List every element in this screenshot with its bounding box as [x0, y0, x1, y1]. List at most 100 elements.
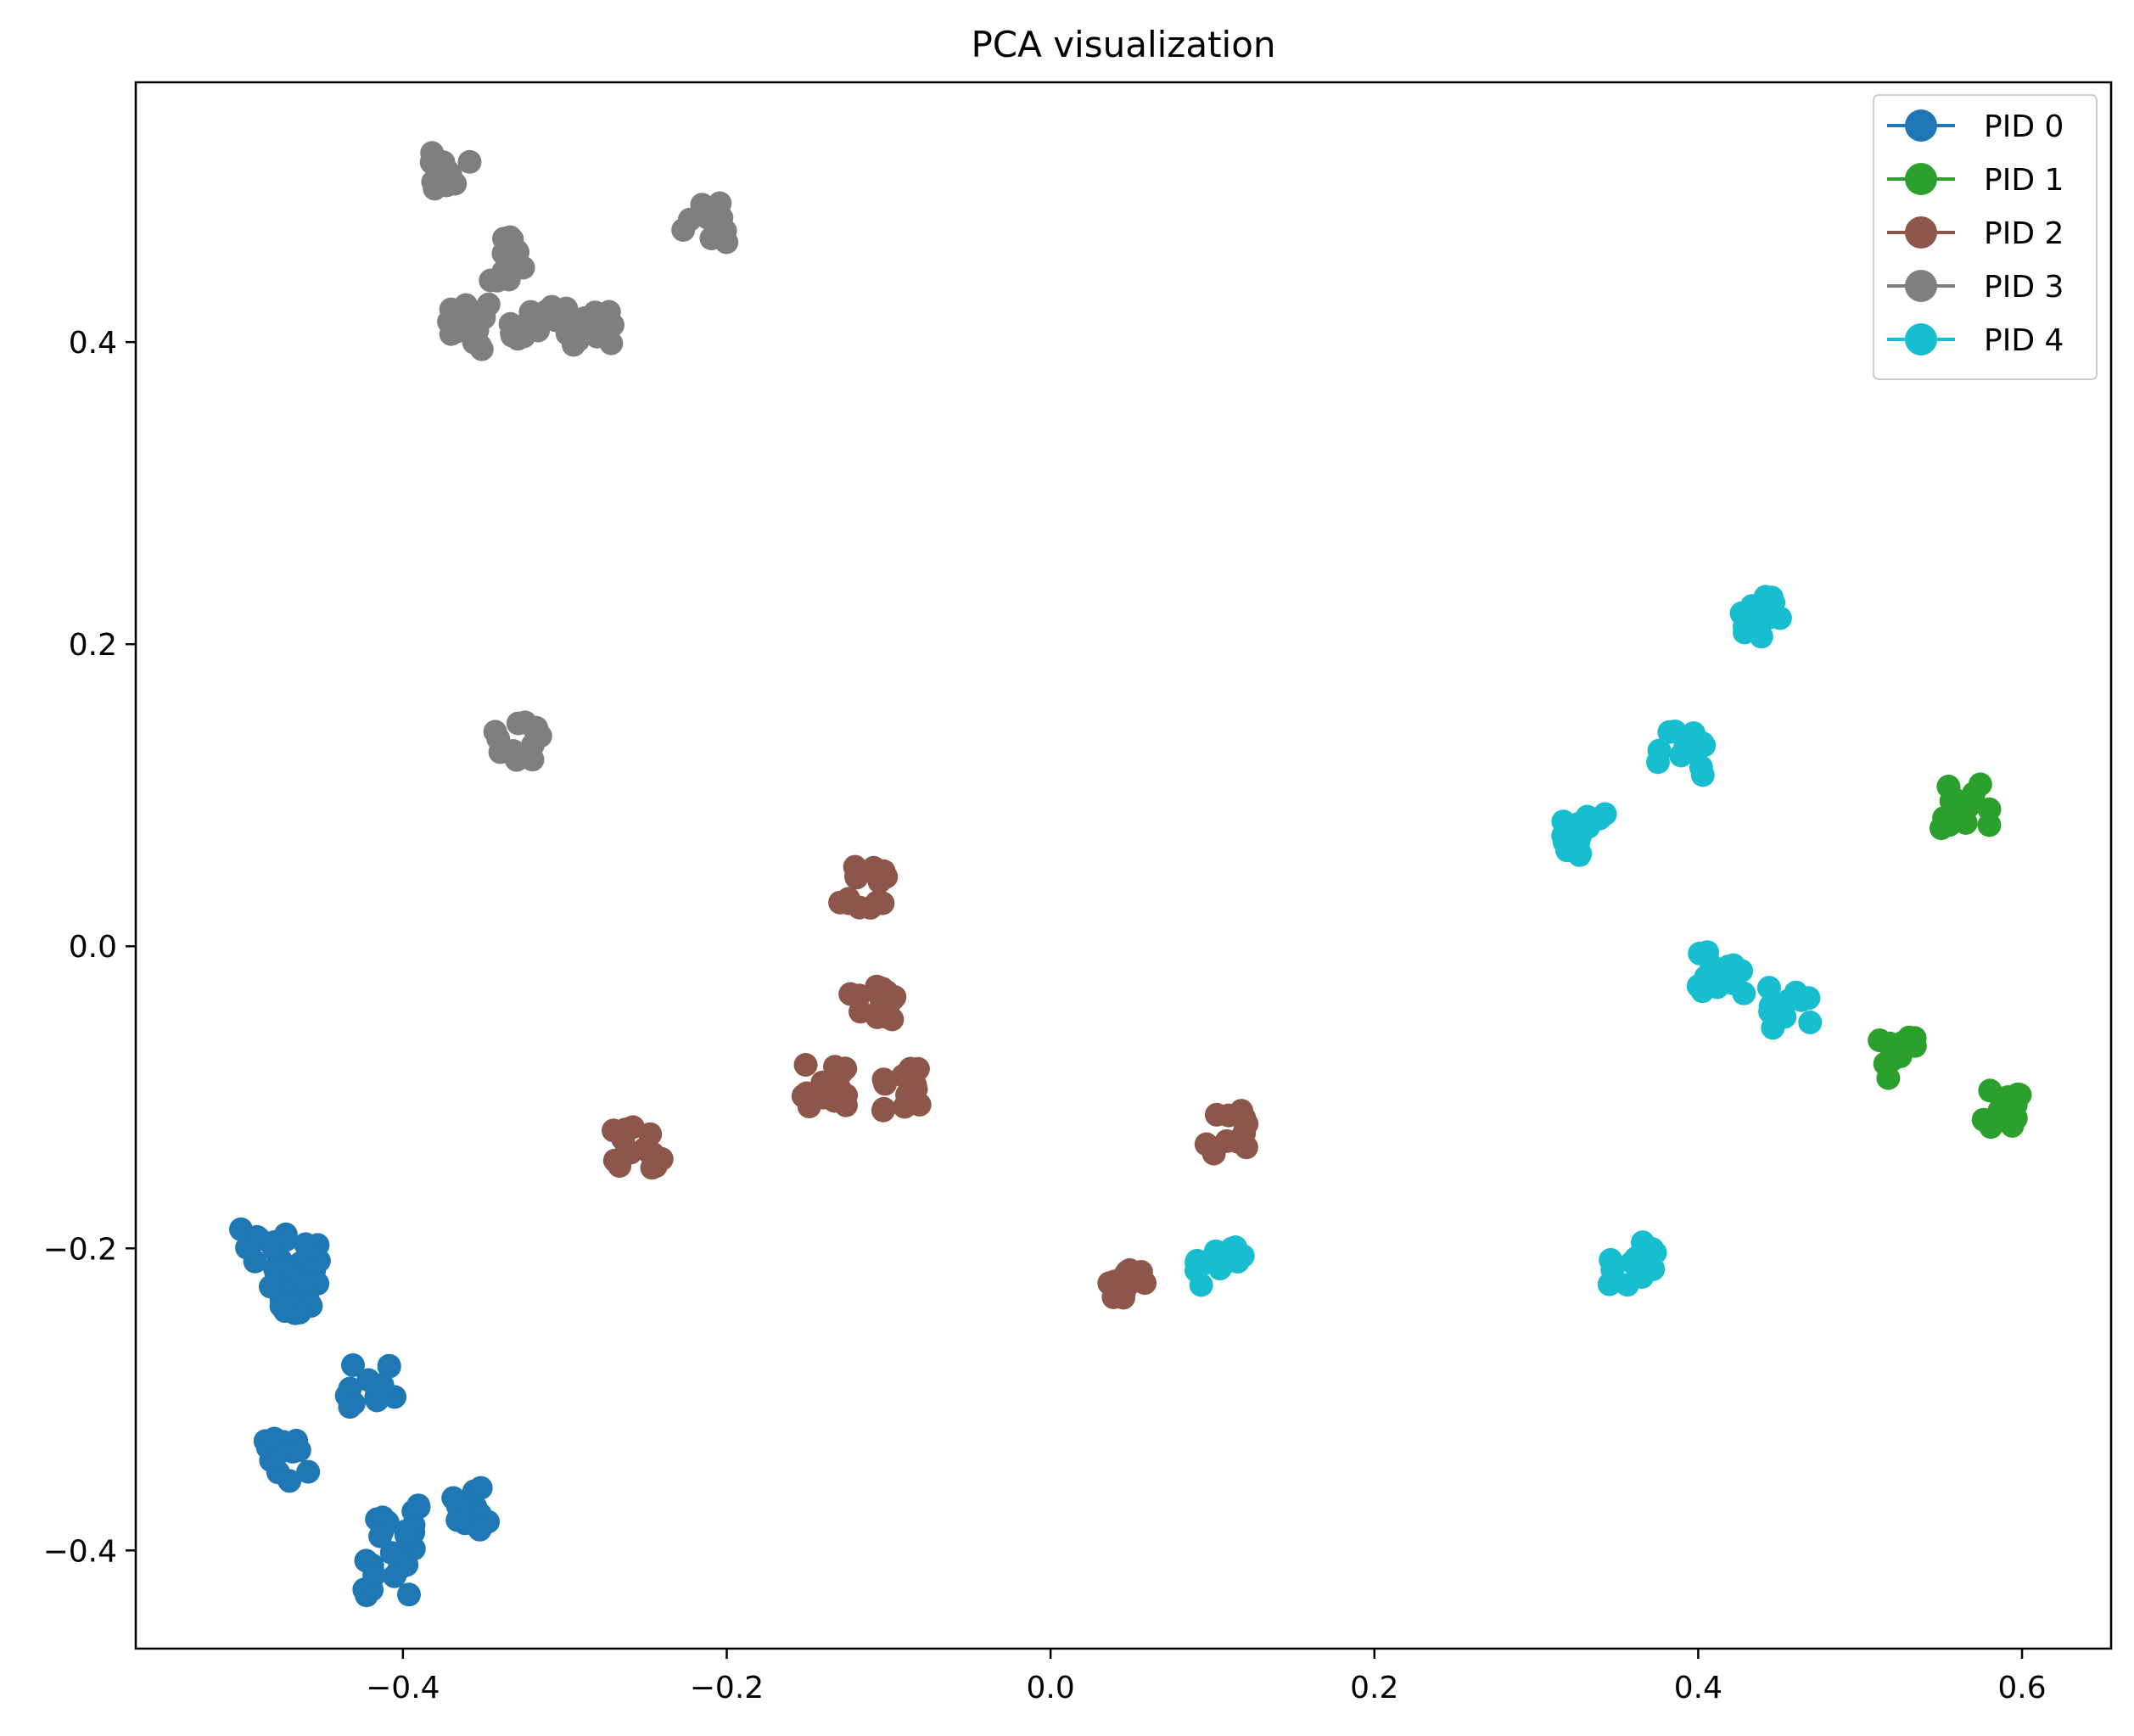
data-point [457, 149, 482, 174]
data-point [1757, 976, 1781, 1000]
data-point [834, 1083, 859, 1107]
data-point [613, 1117, 638, 1142]
legend: PID 0 PID 1 PID 2 PID 3 PID 4 [1873, 94, 2098, 380]
series-pid-4 [1185, 585, 1823, 1297]
data-point [491, 241, 516, 266]
data-point [1735, 612, 1760, 636]
data-point [441, 1486, 466, 1510]
data-point [483, 720, 507, 744]
x-tick-label: −0.2 [690, 1671, 764, 1705]
data-point [259, 1274, 283, 1299]
data-point [793, 1053, 818, 1077]
data-point [677, 207, 702, 232]
data-point [638, 1122, 663, 1146]
data-point [1690, 763, 1715, 787]
data-point [259, 1429, 283, 1453]
data-point [1647, 738, 1672, 763]
data-point [287, 1438, 311, 1463]
data-point [1568, 842, 1593, 865]
legend-label: PID 2 [1984, 216, 2064, 251]
data-point [601, 313, 625, 338]
x-tick-label: −0.4 [366, 1671, 440, 1705]
x-tick-label: 0.0 [1026, 1671, 1074, 1705]
data-point [844, 864, 868, 888]
data-point [562, 333, 585, 357]
legend-item: PID 0 [1887, 109, 2064, 144]
data-point [1201, 1141, 1226, 1166]
data-point [235, 1235, 260, 1260]
legend-marker [1905, 109, 1937, 142]
series-pid-1 [1868, 772, 2032, 1140]
data-point [849, 1000, 872, 1024]
data-point [269, 1294, 294, 1319]
data-point [833, 1056, 858, 1081]
data-point [341, 1352, 365, 1377]
data-point [1902, 1026, 1927, 1050]
legend-label: PID 0 [1984, 109, 2064, 144]
data-point [1690, 979, 1715, 1004]
data-point [362, 1563, 387, 1588]
y-tick-label: 0.4 [69, 326, 117, 361]
legend-label: PID 3 [1984, 270, 2064, 305]
data-point [377, 1353, 401, 1378]
x-tick-label: 0.2 [1350, 1671, 1398, 1705]
data-point [1133, 1271, 1157, 1296]
data-point [1977, 813, 2002, 837]
data-point [1990, 1108, 2014, 1133]
legend-marker [1905, 163, 1937, 195]
data-point [1600, 1257, 1625, 1282]
y-tick-label: −0.2 [43, 1232, 117, 1267]
data-point [468, 1517, 492, 1542]
y-tick-label: −0.4 [43, 1534, 117, 1569]
data-point [703, 223, 728, 248]
data-point [1877, 1048, 1902, 1072]
data-point [394, 1519, 418, 1543]
x-tick-label: 0.6 [1997, 1671, 2046, 1705]
data-point [277, 1469, 302, 1493]
x-tick-label: 0.4 [1674, 1671, 1722, 1705]
data-point [468, 1476, 493, 1500]
y-tick-label: 0.2 [69, 628, 117, 663]
legend-marker [1905, 216, 1937, 249]
data-point [1968, 772, 1992, 797]
series-pid-3 [419, 141, 739, 772]
series-pid-2 [602, 854, 1259, 1310]
data-point [1929, 816, 1953, 841]
data-point [445, 1508, 470, 1532]
data-point [1719, 958, 1744, 983]
legend-item: PID 3 [1887, 270, 2064, 305]
data-point [705, 201, 730, 225]
data-point [436, 170, 461, 194]
data-point [368, 1524, 393, 1548]
x-axis: −0.4 −0.2 0.0 0.2 0.4 0.6 [366, 1649, 2047, 1705]
data-point [260, 1233, 284, 1257]
data-point [1231, 1105, 1255, 1129]
data-point [641, 1141, 665, 1166]
data-point [1688, 941, 1712, 966]
data-point [1224, 1235, 1248, 1259]
data-point [1189, 1273, 1213, 1297]
data-point [518, 300, 543, 324]
data-point [500, 321, 524, 345]
data-point [1643, 1240, 1667, 1265]
data-point [867, 870, 892, 894]
legend-label: PID 1 [1984, 163, 2064, 198]
data-point [1193, 1250, 1218, 1274]
data-point [453, 312, 478, 337]
legend-label: PID 4 [1984, 323, 2064, 358]
data-point [501, 742, 525, 767]
data-point [881, 987, 905, 1011]
data-point [1115, 1268, 1140, 1292]
data-point [454, 293, 479, 317]
data-point [1949, 802, 1974, 826]
data-point [1657, 720, 1682, 744]
data-point [296, 1459, 321, 1484]
data-point [1576, 815, 1600, 839]
data-point [512, 710, 537, 735]
legend-item: PID 2 [1887, 216, 2064, 251]
data-point [1758, 999, 1783, 1023]
y-axis: −0.4 −0.2 0.0 0.2 0.4 [43, 326, 136, 1569]
points-layer [229, 141, 2032, 1608]
